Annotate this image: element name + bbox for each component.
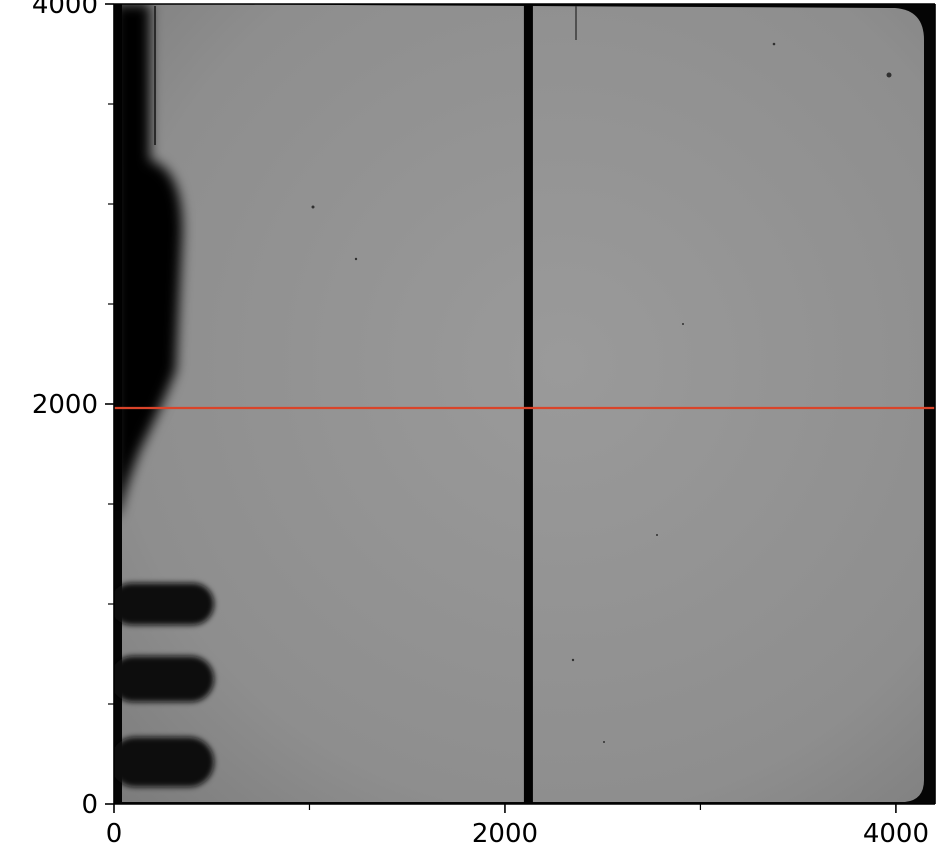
vertical-dark-stripe [523,4,533,804]
left-shadow-region [114,4,183,520]
illuminated-region [122,4,924,802]
y-axis: 0 2000 4000 [32,0,114,820]
finger-shadows [114,583,214,787]
y-tick-label: 4000 [32,0,98,20]
x-tick-label: 2000 [472,819,538,849]
x-tick-label: 0 [106,819,123,849]
y-tick-label: 2000 [32,390,98,420]
y-tick-label: 0 [81,790,98,820]
specks [311,42,892,743]
x-tick-label: 4000 [863,819,929,849]
x-axis: 0 2000 4000 [106,804,929,849]
detector-image [114,4,935,804]
